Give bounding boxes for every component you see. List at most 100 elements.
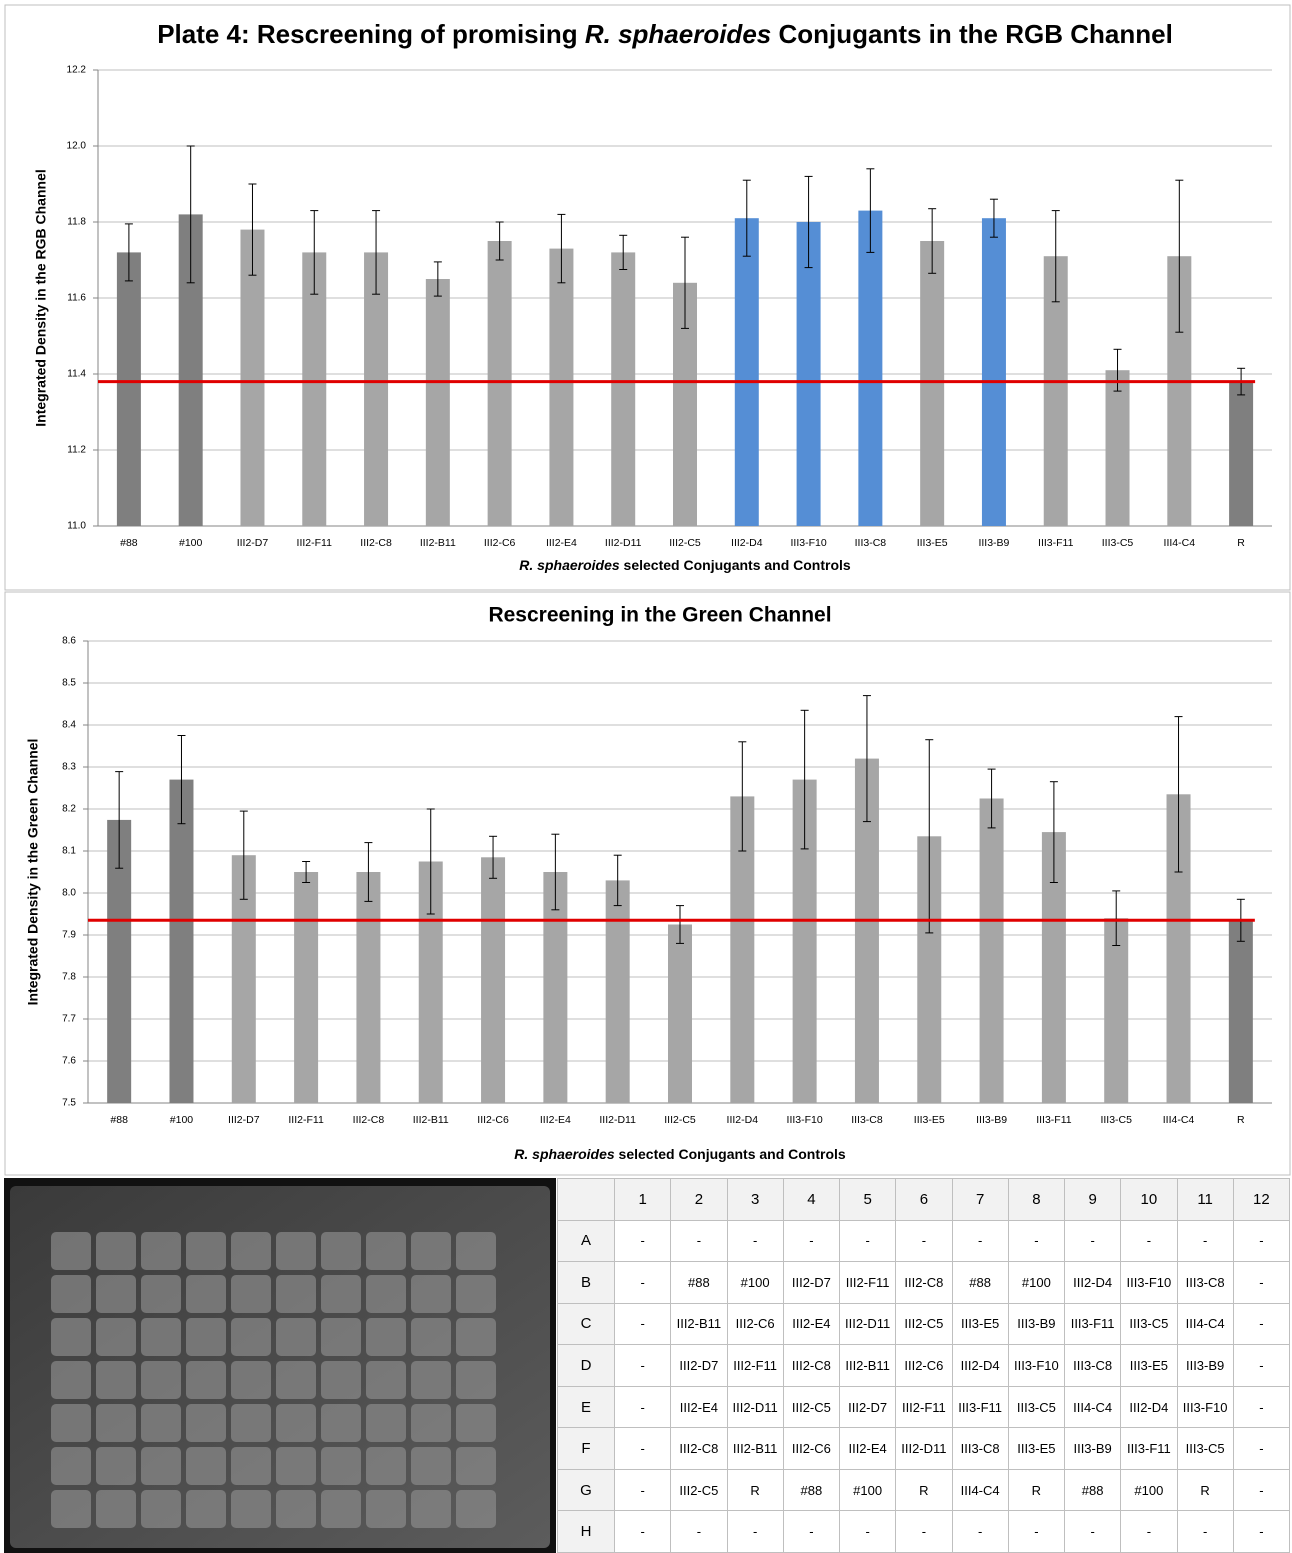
table-row: E - III2-E4 III2-D11 III2-C5 III2-D7 III2-F11 I… bbox=[557, 1385, 1291, 1429]
table-cell: - bbox=[726, 1510, 784, 1553]
x-tick-label: III3-C8 bbox=[851, 1114, 883, 1126]
table-cell: - bbox=[782, 1219, 841, 1263]
table-cell: III2-B11 bbox=[838, 1344, 897, 1387]
table-cell: III2-C8 bbox=[670, 1427, 728, 1470]
table-cell: #88 bbox=[670, 1261, 728, 1304]
table-cell: III2-C8 bbox=[782, 1344, 841, 1387]
x-tick-label: III4-C4 bbox=[1163, 1114, 1195, 1126]
table-cell: III2-C5 bbox=[782, 1385, 841, 1429]
x-tick-label: R bbox=[1237, 537, 1245, 549]
table-cell: III4-C4 bbox=[951, 1468, 1009, 1512]
table-cell: - bbox=[838, 1219, 897, 1263]
bar bbox=[487, 241, 512, 526]
table-cell: - bbox=[1120, 1510, 1178, 1553]
y-tick-label: 8.4 bbox=[62, 720, 76, 731]
wells bbox=[49, 1230, 499, 1530]
table-row: H------------ bbox=[557, 1510, 1291, 1553]
x-tick-label: III3-B9 bbox=[978, 537, 1009, 549]
chart-title: Plate 4: Rescreening of promising R. sph… bbox=[157, 19, 1173, 49]
plate-layout-table: 1 2 3 4 5 6 7 8 9 10 11 12 A - - - - - - - - - - - - B - #88 #100 III… bbox=[557, 1178, 1291, 1553]
table-cell: III2-F11 bbox=[838, 1261, 897, 1304]
table-cell: III2-D7 bbox=[838, 1385, 897, 1429]
table-cell: III2-E4 bbox=[670, 1385, 728, 1429]
table-cell: #100 bbox=[726, 1261, 784, 1304]
chart-title-part: Plate 4: Rescreening of promising bbox=[157, 19, 585, 49]
y-tick-label: 12.0 bbox=[67, 141, 87, 152]
column-header: 6 bbox=[895, 1178, 953, 1221]
table-cell: III3-C8 bbox=[951, 1427, 1009, 1470]
row-header: A bbox=[557, 1219, 615, 1263]
table-cell: III3-E5 bbox=[951, 1302, 1009, 1346]
table-cell: III2-B11 bbox=[726, 1427, 784, 1470]
table-cell: III3-B9 bbox=[1176, 1344, 1234, 1387]
y-tick-label: 12.2 bbox=[67, 65, 87, 76]
column-header: 2 bbox=[670, 1178, 728, 1221]
bar bbox=[116, 252, 141, 526]
x-tick-label: III4-C4 bbox=[1164, 537, 1196, 549]
bar bbox=[543, 872, 568, 1103]
table-cell: III3-C8 bbox=[1063, 1344, 1122, 1387]
table-cell: - bbox=[895, 1219, 953, 1263]
row-header: B bbox=[557, 1261, 615, 1304]
table-cell: - bbox=[613, 1344, 672, 1387]
table-row: G - III2-C5 R #88 #100 R III4-C4 R #88 #100 R - bbox=[557, 1468, 1291, 1512]
table-row: A------------ bbox=[557, 1219, 1291, 1263]
x-tick-label: III2-E4 bbox=[546, 537, 577, 549]
table-cell: - bbox=[1232, 1468, 1291, 1512]
table-cell: - bbox=[670, 1219, 728, 1263]
table-cell: - bbox=[613, 1261, 672, 1304]
x-axis-label-part: selected Conjugants and Controls bbox=[620, 557, 851, 573]
table-cell: - bbox=[1176, 1510, 1234, 1553]
table-cell: - bbox=[726, 1219, 784, 1263]
table-cell: #100 bbox=[1007, 1261, 1066, 1304]
header-row: 1 2 3 4 5 6 7 8 9 10 11 12 bbox=[557, 1178, 1291, 1221]
bar bbox=[920, 241, 945, 526]
bar bbox=[356, 872, 381, 1103]
table-cell: - bbox=[895, 1510, 953, 1553]
table-row: C - III2-B11 III2-C6 III2-E4 III2-D11 III2-C5 I… bbox=[557, 1302, 1291, 1346]
table-cell: - bbox=[1232, 1385, 1291, 1429]
table-cell: III2-E4 bbox=[838, 1427, 897, 1470]
bar bbox=[981, 218, 1006, 526]
table-cell: #88 bbox=[782, 1468, 841, 1512]
row-header: G bbox=[557, 1468, 615, 1512]
table-cell: III2-C6 bbox=[782, 1427, 841, 1470]
table-cell: III2-F11 bbox=[895, 1385, 953, 1429]
table-cell: R bbox=[895, 1468, 953, 1512]
table-cell: III3-E5 bbox=[1120, 1344, 1178, 1387]
x-axis-label: R. sphaeroides selected Conjugants and C… bbox=[519, 557, 851, 573]
y-tick-label: 7.9 bbox=[62, 930, 76, 941]
x-tick-label: III2-C8 bbox=[360, 537, 392, 549]
column-header: 5 bbox=[838, 1178, 897, 1221]
x-tick-label: III2-E4 bbox=[540, 1114, 571, 1126]
x-tick-label: III2-B11 bbox=[420, 537, 456, 549]
x-tick-label: III2-D11 bbox=[605, 537, 642, 549]
bar bbox=[364, 252, 389, 526]
table-cell: - bbox=[613, 1302, 672, 1346]
x-tick-label: R bbox=[1237, 1114, 1245, 1126]
table-cell: R bbox=[726, 1468, 784, 1512]
column-header: 12 bbox=[1232, 1178, 1291, 1221]
table-cell: III3-F10 bbox=[1120, 1261, 1178, 1304]
table-cell: - bbox=[1007, 1510, 1066, 1553]
table-cell: III2-D4 bbox=[1063, 1261, 1122, 1304]
table-cell: - bbox=[1120, 1219, 1178, 1263]
column-header: 8 bbox=[1007, 1178, 1066, 1221]
bar bbox=[979, 798, 1004, 1103]
row-header: F bbox=[557, 1427, 615, 1470]
bar bbox=[796, 222, 821, 526]
table-cell: III4-C4 bbox=[1176, 1302, 1234, 1346]
x-tick-label: III2-F11 bbox=[297, 537, 333, 549]
bar bbox=[169, 779, 194, 1103]
x-tick-label: III3-C5 bbox=[1102, 537, 1134, 549]
x-tick-label: III3-E5 bbox=[917, 537, 948, 549]
x-tick-label: III2-D4 bbox=[731, 537, 763, 549]
x-tick-label: III2-C5 bbox=[664, 1114, 696, 1126]
bar bbox=[240, 229, 265, 526]
x-tick-label: III3-F10 bbox=[790, 537, 826, 549]
y-tick-label: 7.7 bbox=[62, 1014, 76, 1025]
chart-title-part: R. sphaeroides bbox=[585, 19, 771, 49]
table-cell: - bbox=[951, 1510, 1009, 1553]
x-tick-label: III3-C5 bbox=[1100, 1114, 1132, 1126]
